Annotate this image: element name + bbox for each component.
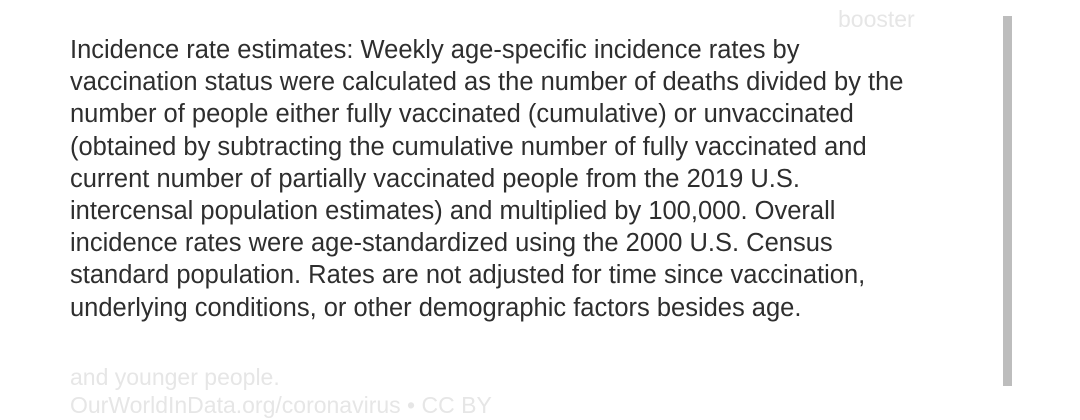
text-line: standard population. Rates are not adjus… <box>70 261 866 290</box>
popup-text: Incidence rate estimates: Weekly age-spe… <box>70 34 904 324</box>
text-line: incidence rates were age-standardized us… <box>70 229 833 258</box>
text-line: number of people either fully vaccinated… <box>70 100 854 129</box>
text-line: underlying conditions, or other demograp… <box>70 293 802 322</box>
background-label: booster <box>838 6 915 32</box>
text-line: vaccination status were calculated as th… <box>70 68 904 97</box>
text-line: (obtained by subtracting the cumulative … <box>70 132 867 161</box>
text-line: intercensal population estimates) and mu… <box>70 197 836 226</box>
text-line: current number of partially vaccinated p… <box>70 164 800 193</box>
scrollbar[interactable] <box>1003 16 1012 386</box>
text-line: Incidence rate estimates: Weekly age-spe… <box>70 36 800 64</box>
background-text: and younger people. <box>70 364 280 390</box>
background-source: OurWorldInData.org/coronavirus • CC BY <box>70 392 492 418</box>
